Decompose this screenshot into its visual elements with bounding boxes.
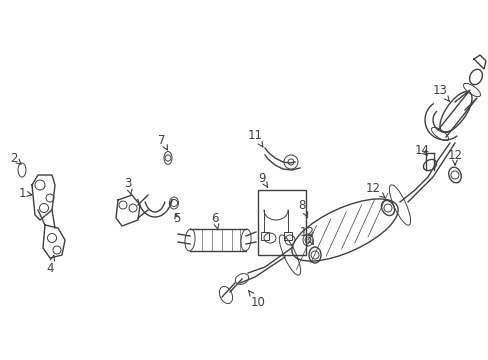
Text: 3: 3 (124, 176, 132, 195)
Text: 10: 10 (248, 291, 265, 309)
Text: 1: 1 (18, 186, 32, 199)
Text: 5: 5 (173, 212, 181, 225)
Text: 11: 11 (247, 129, 263, 147)
Text: 13: 13 (432, 84, 448, 102)
Text: 7: 7 (158, 134, 167, 150)
Bar (284, 232, 291, 240)
Text: 4: 4 (46, 256, 55, 275)
Text: 12: 12 (299, 225, 314, 244)
Bar (261, 232, 268, 240)
Text: 6: 6 (211, 212, 219, 230)
Text: 8: 8 (298, 198, 307, 217)
Text: 2: 2 (10, 152, 21, 165)
Text: 9: 9 (258, 171, 267, 188)
Text: 12: 12 (365, 181, 385, 198)
Bar (258, 190, 305, 255)
Text: 14: 14 (414, 144, 428, 157)
Text: 12: 12 (447, 149, 462, 165)
